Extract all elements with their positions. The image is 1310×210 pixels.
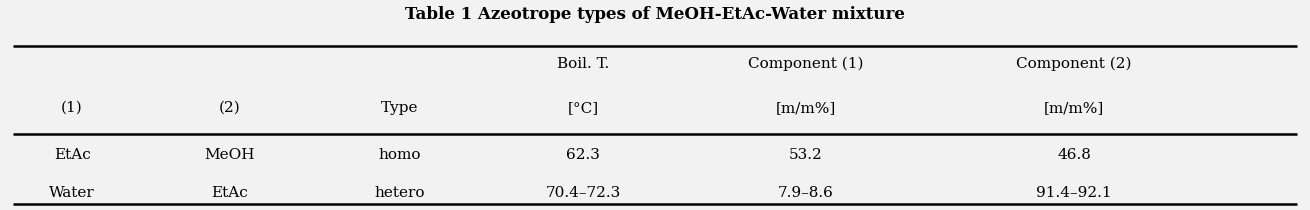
Text: Table 1 Azeotrope types of MeOH-EtAc-Water mixture: Table 1 Azeotrope types of MeOH-EtAc-Wat… [405,6,905,23]
Text: (2): (2) [219,101,240,115]
Text: [m/m%]: [m/m%] [1044,101,1104,115]
Text: 91.4–92.1: 91.4–92.1 [1036,186,1112,200]
Text: [m/m%]: [m/m%] [776,101,836,115]
Text: 53.2: 53.2 [789,148,823,162]
Text: (1): (1) [62,101,83,115]
Text: Type: Type [381,101,418,115]
Text: Water: Water [50,186,94,200]
Text: MeOH: MeOH [204,148,254,162]
Text: 7.9–8.6: 7.9–8.6 [778,186,833,200]
Text: [°C]: [°C] [567,101,599,115]
Text: Component (2): Component (2) [1017,57,1132,71]
Text: EtAc: EtAc [211,186,248,200]
Text: Component (1): Component (1) [748,57,863,71]
Text: 70.4–72.3: 70.4–72.3 [545,186,621,200]
Text: EtAc: EtAc [54,148,90,162]
Text: 62.3: 62.3 [566,148,600,162]
Text: homo: homo [379,148,421,162]
Text: hetero: hetero [375,186,424,200]
Text: Boil. T.: Boil. T. [557,57,609,71]
Text: 46.8: 46.8 [1057,148,1091,162]
